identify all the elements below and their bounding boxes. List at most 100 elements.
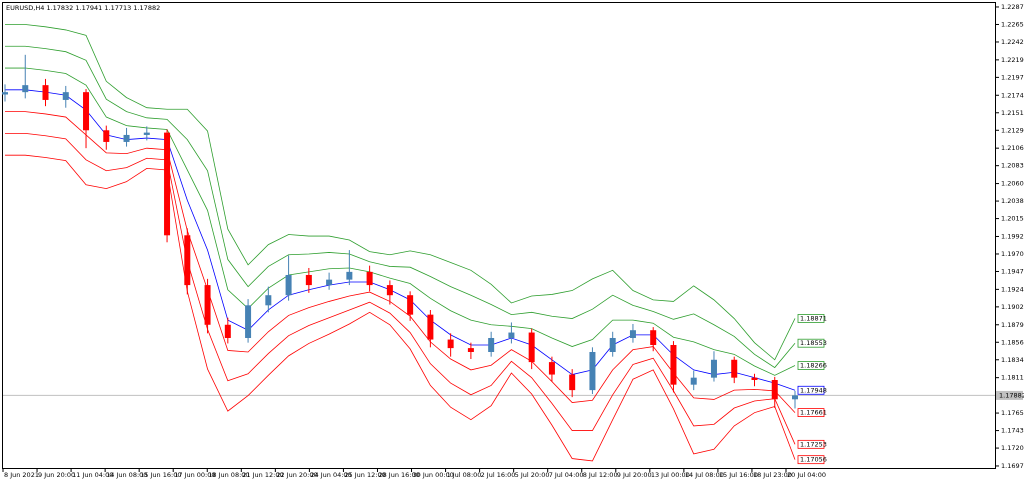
candle-body bbox=[569, 374, 576, 391]
candle-body bbox=[22, 85, 29, 93]
x-tick-label: 9 Jul 20:00 bbox=[617, 471, 652, 479]
candle-body bbox=[690, 377, 697, 385]
y-tick-label: 1.17655 bbox=[1001, 409, 1024, 417]
current-price-box bbox=[996, 390, 1023, 400]
candle-body bbox=[62, 92, 69, 100]
band-label-box bbox=[797, 455, 825, 465]
band-label: 1.18871 bbox=[800, 314, 827, 322]
y-tick-label: 1.19475 bbox=[1001, 267, 1024, 275]
x-tick-label: 15 Jul 16:00 bbox=[719, 471, 758, 479]
y-tick-label: 1.22425 bbox=[1001, 38, 1024, 46]
x-tick-label: 28 Jun 16:00 bbox=[378, 471, 419, 479]
last-close: 1.17882 bbox=[133, 4, 160, 12]
candle-body bbox=[427, 314, 434, 340]
band-label: 1.18553 bbox=[800, 339, 827, 347]
candle-body bbox=[589, 351, 596, 391]
candle-body bbox=[650, 330, 657, 345]
plot-frame bbox=[2, 2, 996, 469]
y-tick-label: 1.19925 bbox=[1001, 232, 1024, 240]
x-tick-label: 14 Jun 08:00 bbox=[106, 471, 147, 479]
candle-body bbox=[407, 295, 414, 315]
x-tick-label: 13 Jul 00:00 bbox=[651, 471, 690, 479]
band-label-box bbox=[797, 439, 825, 449]
candle-body bbox=[751, 377, 758, 381]
candle-body bbox=[346, 271, 353, 280]
y-tick-label: 1.18110 bbox=[1001, 374, 1024, 382]
candle-body bbox=[265, 295, 272, 306]
band-line bbox=[5, 154, 796, 462]
band-label: 1.17253 bbox=[800, 440, 827, 448]
y-tick-label: 1.22875 bbox=[1001, 3, 1024, 11]
band-label-box bbox=[797, 338, 825, 348]
y-tick-label: 1.16975 bbox=[1001, 462, 1024, 470]
last-open: 1.17832 bbox=[46, 4, 73, 12]
band-line bbox=[5, 45, 796, 369]
x-tick-label: 18 Jul 23:00 bbox=[753, 471, 792, 479]
candle-body bbox=[447, 339, 454, 349]
x-tick-label: 5 Jul 20:00 bbox=[515, 471, 550, 479]
y-tick-label: 1.19700 bbox=[1001, 250, 1024, 258]
candle-body bbox=[548, 362, 555, 375]
candle-body bbox=[710, 359, 717, 378]
candle-body bbox=[245, 305, 252, 338]
band-label: 1.17056 bbox=[800, 456, 827, 464]
y-tick-label: 1.19245 bbox=[1001, 285, 1024, 293]
x-tick-label: 18 Jun 08:00 bbox=[208, 471, 249, 479]
band-line bbox=[5, 89, 796, 391]
candle-body bbox=[528, 332, 535, 363]
candle-body bbox=[467, 348, 474, 352]
x-tick-label: 21 Jun 12:00 bbox=[242, 471, 283, 479]
y-tick-label: 1.18340 bbox=[1001, 356, 1024, 364]
y-tick-label: 1.21060 bbox=[1001, 144, 1024, 152]
band-label: 1.17661 bbox=[800, 409, 827, 417]
band-label-box bbox=[797, 361, 825, 370]
x-tick-label: 1 Jul 08:00 bbox=[447, 471, 482, 479]
x-tick-label: 11 Jun 04:00 bbox=[72, 471, 113, 479]
x-tick-label: 8 Jun 2021 bbox=[4, 471, 39, 479]
y-tick-label: 1.21290 bbox=[1001, 126, 1024, 134]
x-tick-label: 24 Jun 04:00 bbox=[310, 471, 351, 479]
candle-body bbox=[224, 324, 231, 338]
band-line bbox=[5, 111, 796, 413]
x-tick-label: 15 Jun 16:00 bbox=[140, 471, 181, 479]
band-line bbox=[5, 67, 796, 376]
y-tick-label: 1.22195 bbox=[1001, 56, 1024, 64]
x-tick-label: 2 Jul 16:00 bbox=[481, 471, 516, 479]
x-tick-label: 14 Jul 08:00 bbox=[685, 471, 724, 479]
current-price-label: 1.17882 bbox=[999, 391, 1024, 399]
candle-body bbox=[204, 285, 211, 325]
x-tick-label: 9 Jun 20:00 bbox=[38, 471, 75, 479]
y-tick-label: 1.21970 bbox=[1001, 73, 1024, 81]
band-label-box bbox=[797, 385, 825, 395]
y-tick-label: 1.20605 bbox=[1001, 180, 1024, 188]
candle-body bbox=[2, 92, 8, 95]
candle-body bbox=[629, 330, 636, 338]
candle-body bbox=[326, 279, 333, 286]
x-tick-label: 22 Jun 20:00 bbox=[276, 471, 317, 479]
candle-body bbox=[42, 85, 49, 100]
x-tick-label: 8 Jul 12:00 bbox=[583, 471, 618, 479]
y-tick-label: 1.17430 bbox=[1001, 427, 1024, 435]
symbol: EURUSD,H4 bbox=[6, 4, 44, 12]
candle-body bbox=[103, 130, 110, 142]
y-tick-label: 1.20155 bbox=[1001, 215, 1024, 223]
band-label: 1.18266 bbox=[800, 362, 827, 370]
band-line bbox=[5, 132, 796, 445]
y-tick-label: 1.17205 bbox=[1001, 444, 1024, 452]
candle-body bbox=[792, 395, 798, 400]
band-label: 1.17948 bbox=[800, 386, 827, 394]
x-tick-label: 17 Jun 00:00 bbox=[174, 471, 215, 479]
x-tick-label: 25 Jun 12:00 bbox=[344, 471, 385, 479]
candle-body bbox=[143, 132, 150, 135]
candle-body bbox=[670, 344, 677, 385]
y-tick-label: 1.18790 bbox=[1001, 321, 1024, 329]
x-tick-label: 7 Jul 04:00 bbox=[549, 471, 584, 479]
candle-body bbox=[731, 359, 738, 378]
y-tick-label: 1.18565 bbox=[1001, 338, 1024, 346]
band-line bbox=[5, 24, 796, 361]
candle-body bbox=[285, 274, 292, 296]
band-label-box bbox=[797, 408, 825, 417]
y-tick-label: 1.20835 bbox=[1001, 162, 1024, 170]
